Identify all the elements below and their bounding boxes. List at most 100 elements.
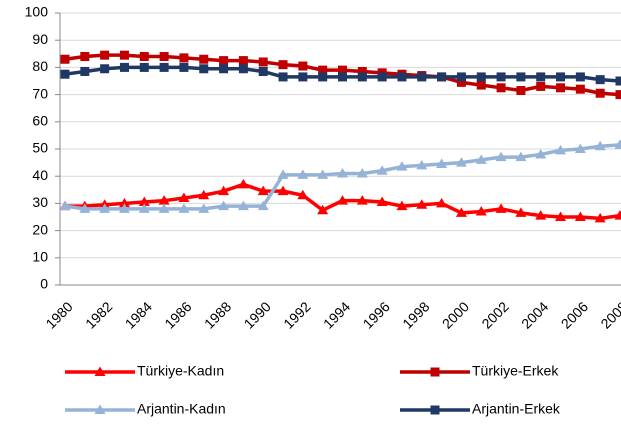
point (555, 211, 567, 221)
point (277, 185, 289, 196)
x-tick-label: 2004 (518, 298, 551, 331)
x-tick-label: 1986 (161, 298, 194, 331)
point (178, 192, 190, 202)
point (495, 151, 507, 162)
legend-marker (94, 366, 106, 376)
x-tick-label: 2006 (558, 298, 591, 331)
point (455, 157, 467, 167)
point (278, 72, 288, 82)
point (496, 83, 506, 93)
point (218, 200, 230, 211)
point (436, 197, 448, 208)
point (119, 62, 129, 72)
point (575, 72, 585, 82)
point (318, 72, 328, 82)
point (298, 72, 308, 82)
point (614, 210, 621, 220)
point (574, 211, 586, 221)
point (138, 203, 150, 213)
point (614, 139, 621, 149)
point (318, 65, 328, 75)
y-tick-label: 60 (32, 113, 48, 129)
point (515, 207, 527, 217)
point (396, 200, 408, 211)
point (495, 203, 507, 213)
point (357, 72, 367, 82)
point (397, 72, 407, 82)
x-tick-label: 2008 (597, 298, 621, 331)
point (219, 56, 229, 66)
point (80, 66, 90, 76)
point (516, 72, 526, 82)
point (119, 50, 129, 60)
point (594, 212, 606, 223)
point (475, 154, 487, 164)
legend-marker (94, 404, 106, 414)
legend-label: Türkiye-Erkek (472, 363, 559, 379)
x-tick-label: 1980 (42, 298, 75, 331)
point (258, 66, 268, 76)
point (198, 189, 210, 200)
point (238, 56, 248, 66)
y-tick-label: 100 (25, 4, 49, 20)
point (337, 167, 348, 178)
point (574, 143, 586, 153)
point (237, 200, 249, 211)
x-tick-label: 1982 (82, 298, 115, 331)
point (356, 167, 368, 178)
y-tick-label: 0 (40, 276, 48, 292)
point (278, 60, 288, 70)
legend-label: Türkiye-Kadın (137, 363, 224, 379)
point (277, 169, 289, 179)
x-tick-label: 1996 (360, 298, 393, 331)
point (416, 159, 428, 170)
point (198, 203, 210, 213)
point (476, 72, 486, 82)
point (257, 185, 269, 196)
point (337, 195, 348, 205)
point (178, 203, 190, 213)
point (118, 203, 130, 213)
point (158, 203, 170, 213)
x-tick-label: 1992 (280, 298, 313, 331)
point (437, 72, 447, 82)
point (118, 197, 130, 208)
point (139, 52, 149, 62)
point (159, 62, 169, 72)
legend-label: Arjantin-Kadın (137, 401, 226, 417)
x-tick-label: 2002 (478, 298, 511, 331)
y-tick-label: 80 (32, 58, 48, 74)
legend-marker (430, 405, 440, 415)
point (376, 196, 388, 207)
point (615, 76, 621, 86)
point (535, 148, 547, 159)
y-tick-label: 90 (32, 31, 48, 47)
point (516, 86, 526, 96)
x-tick-label: 2000 (439, 298, 472, 331)
point (100, 50, 110, 60)
point (455, 207, 467, 217)
point (496, 72, 506, 82)
point (100, 64, 110, 74)
point (218, 185, 230, 196)
x-tick-label: 1994 (320, 298, 353, 331)
point (238, 64, 248, 74)
point (298, 61, 308, 71)
y-tick-label: 10 (32, 249, 48, 265)
point (158, 195, 170, 205)
point (297, 189, 309, 200)
point (615, 90, 621, 100)
x-tick-label: 1984 (122, 298, 155, 331)
y-tick-label: 30 (32, 194, 48, 210)
point (237, 178, 249, 189)
point (556, 83, 566, 93)
x-tick-label: 1988 (201, 298, 234, 331)
legend-marker (430, 367, 440, 377)
point (138, 196, 150, 207)
point (317, 204, 329, 215)
point (377, 72, 387, 82)
point (60, 69, 70, 79)
point (595, 88, 605, 98)
point (199, 64, 209, 74)
point (476, 80, 486, 90)
